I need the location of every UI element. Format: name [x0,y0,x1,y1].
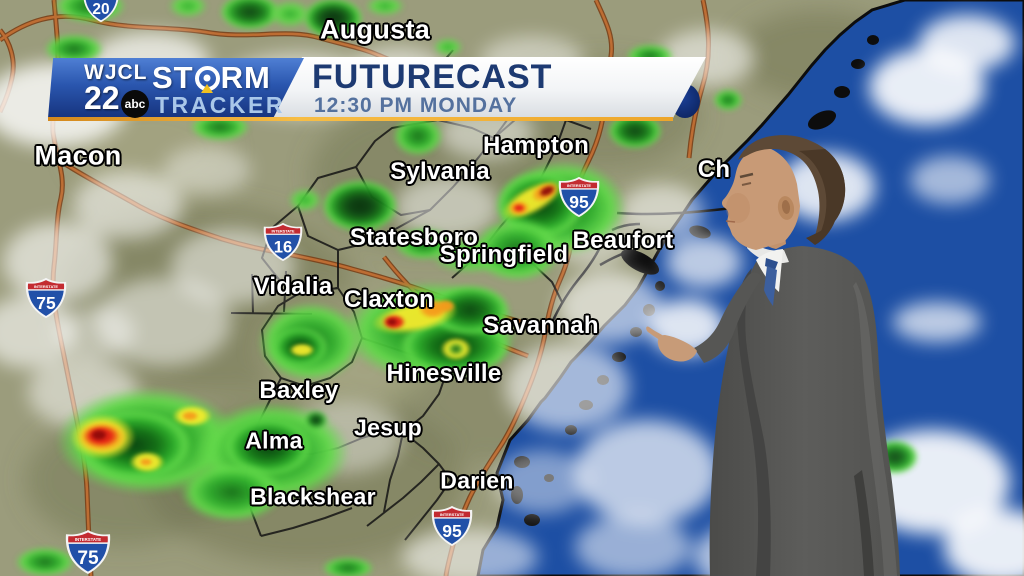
interstate-95-shield: INTERSTATE 95 [429,505,475,547]
city-label-jesup: Jesup [354,414,422,441]
interstate-16-shield: INTERSTATE 16 [261,222,305,262]
program-title: FUTURECAST [312,58,553,96]
ear-inner [781,200,791,214]
radar-dish-icon [194,65,220,93]
svg-text:INTERSTATE: INTERSTATE [440,512,464,517]
banner-gold-underline [48,117,673,121]
eye [741,182,752,186]
suit-arm [694,272,762,363]
brand-storm-suffix: RM [220,60,271,95]
interstate-75-shield: INTERSTATE 75 [63,529,113,575]
svg-text:75: 75 [77,548,99,569]
hair-nape [806,221,835,245]
svg-text:INTERSTATE: INTERSTATE [34,284,58,289]
face [721,146,800,250]
mouth [725,220,736,223]
jacket-vent [854,470,874,576]
svg-text:INTERSTATE: INTERSTATE [272,229,295,233]
hair-back [799,149,846,234]
svg-text:16: 16 [274,237,293,256]
suit-jacket [709,246,900,576]
interstate-75-shield: INTERSTATE 75 [23,277,69,319]
city-label-hampton: Hampton [482,132,590,159]
jacket-back-highlight [853,282,897,576]
svg-text:75: 75 [36,293,56,313]
city-label-macon: Macon [34,140,122,171]
city-label-darien: Darien [440,467,514,494]
tie [764,266,777,306]
eyebrow [739,172,754,179]
svg-text:INTERSTATE: INTERSTATE [75,537,101,542]
cheek-shade [726,193,750,223]
city-label-ch: Ch [697,156,731,183]
banner-logo-panel [48,58,304,118]
hand [657,335,697,362]
station-channel: 22 [84,80,120,116]
city-label-sylvania: Sylvania [390,158,490,185]
pointing-finger [646,326,666,342]
svg-text:95: 95 [442,521,462,541]
city-label-vidalia: Vidalia [253,273,333,300]
jacket-front-shading [737,268,771,576]
forecast-valid-time: 12:30 PM MONDAY [314,94,518,117]
